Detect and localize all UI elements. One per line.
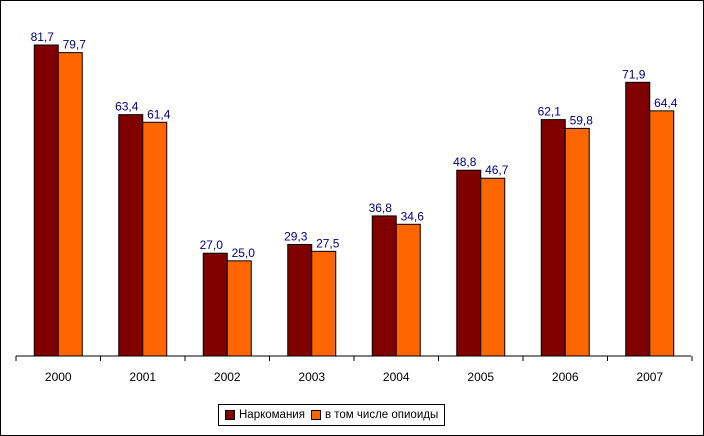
bar-series-2-2006 [564, 127, 590, 357]
data-label-series-1-2005: 48,8 [453, 155, 477, 169]
data-label-series-2-2003: 27,5 [316, 236, 340, 250]
bar-series-1-2004 [371, 215, 397, 357]
bar-series-2-2000 [57, 52, 83, 357]
bar-series-2-2002 [226, 260, 252, 357]
data-label-series-2-2005: 46,7 [485, 163, 509, 177]
bar-series-2-2007 [649, 110, 675, 357]
legend-item-series-2: в том числе опиоиды [310, 409, 439, 421]
bar-series-2-2003 [311, 250, 337, 357]
data-label-series-2-2006: 59,8 [570, 113, 594, 127]
data-label-series-2-2004: 34,6 [401, 209, 425, 223]
x-tick-label-2007: 2007 [636, 370, 663, 384]
data-label-series-1-2000: 81,7 [31, 30, 55, 44]
legend: Наркомания в том числе опиоиды [218, 404, 446, 426]
x-tick-label-2000: 2000 [45, 370, 72, 384]
data-label-series-1-2004: 36,8 [369, 201, 393, 215]
x-tick-label-2002: 2002 [214, 370, 241, 384]
bar-series-1-2002 [202, 252, 228, 357]
bar-series-1-2001 [118, 114, 144, 357]
bar-series-2-2001 [142, 121, 168, 357]
x-tick-label-2003: 2003 [298, 370, 325, 384]
x-tick-label-2004: 2004 [383, 370, 410, 384]
data-label-series-1-2002: 27,0 [200, 238, 224, 252]
x-tick-label-2005: 2005 [467, 370, 494, 384]
data-label-series-2-2007: 64,4 [654, 96, 678, 110]
x-tick-label-2006: 2006 [552, 370, 579, 384]
bar-series-2-2004 [395, 223, 421, 357]
bar-series-1-2000 [33, 44, 59, 357]
legend-label-series-1: Наркомания [239, 409, 305, 421]
bar-series-1-2003 [287, 243, 313, 357]
data-label-series-2-2001: 61,4 [147, 107, 171, 121]
data-label-series-1-2006: 62,1 [538, 105, 562, 119]
legend-swatch-series-2 [310, 410, 321, 420]
legend-item-series-1: Наркомания [225, 409, 305, 421]
x-tick-label-2001: 2001 [129, 370, 156, 384]
data-label-series-1-2003: 29,3 [284, 229, 308, 243]
bar-series-1-2005 [456, 169, 482, 357]
data-label-series-1-2001: 63,4 [115, 100, 139, 114]
bar-series-1-2007 [625, 81, 651, 357]
bar-series-1-2006 [540, 119, 566, 357]
bar-series-2-2005 [480, 177, 506, 357]
legend-swatch-series-1 [225, 410, 235, 420]
data-label-series-2-2000: 79,7 [63, 38, 87, 52]
data-label-series-1-2007: 71,9 [622, 67, 646, 81]
data-label-series-2-2002: 25,0 [232, 246, 256, 260]
legend-label-series-2: в том числе опиоиды [324, 409, 439, 421]
